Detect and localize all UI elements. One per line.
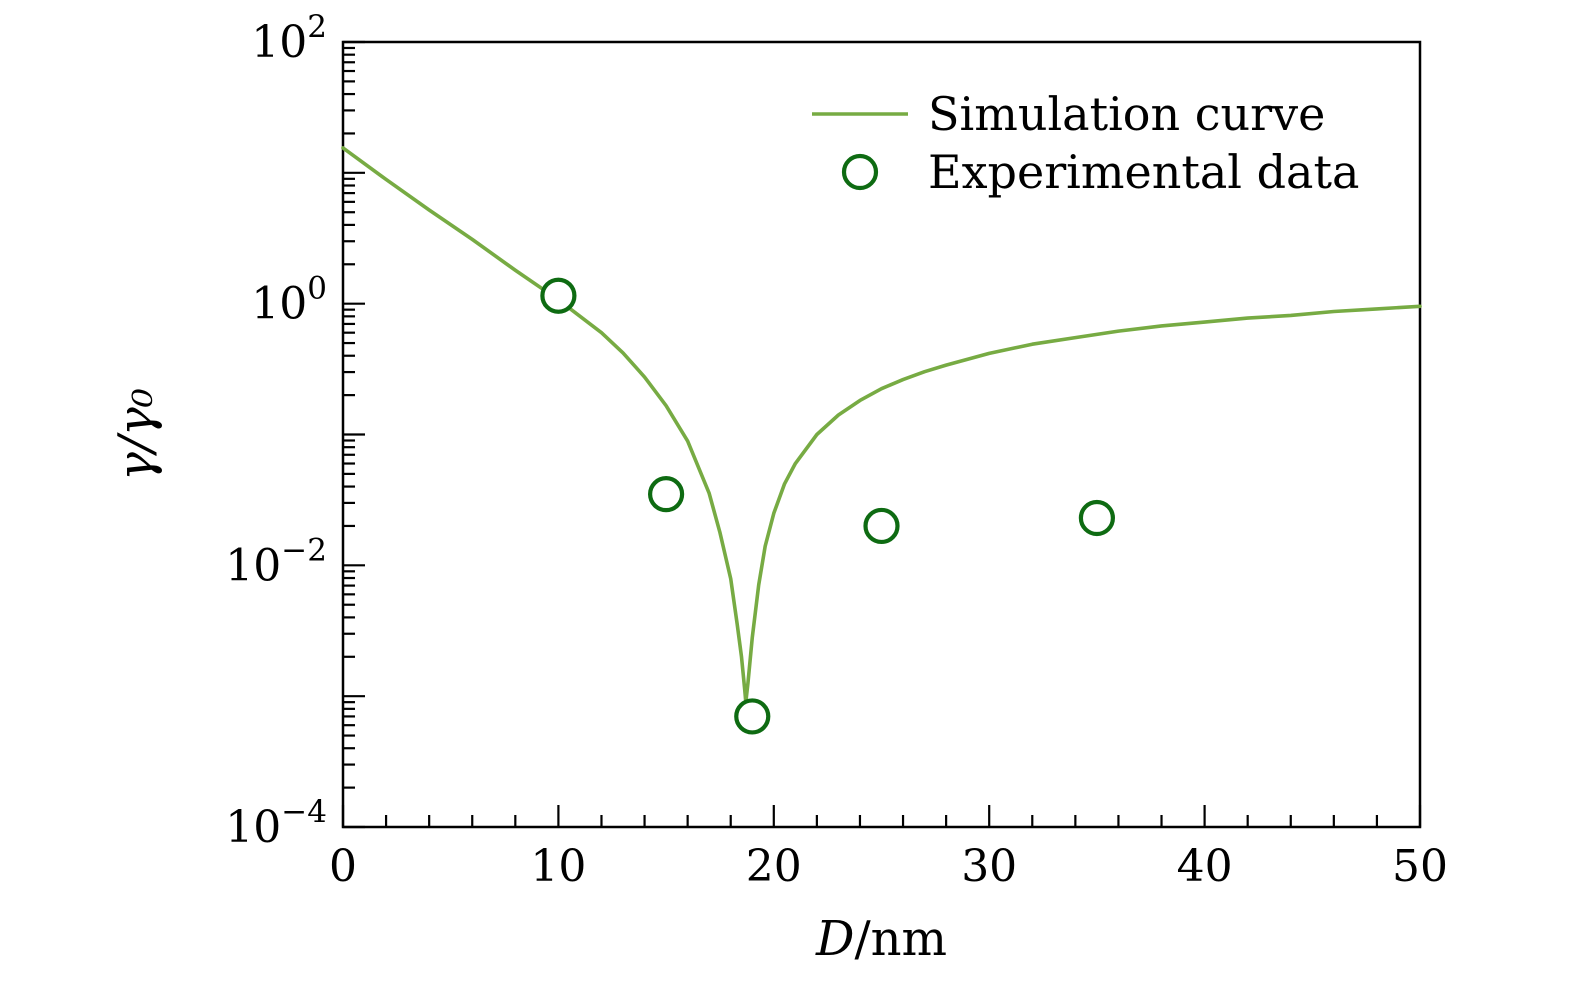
- svg-text:0: 0: [329, 841, 357, 892]
- svg-text:10: 10: [530, 841, 586, 892]
- data-point-marker: [647, 476, 685, 513]
- x-axis-tick-labels: 0 10 20 30 40 50: [329, 841, 1448, 892]
- svg-text:10−2: 10−2: [225, 532, 327, 591]
- svg-text:50: 50: [1392, 841, 1448, 892]
- svg-text:102: 102: [251, 9, 327, 68]
- x-axis-ticks: [341, 805, 1422, 827]
- svg-text:40: 40: [1177, 841, 1233, 892]
- x-axis-label: D/nm: [815, 911, 947, 967]
- svg-text:10−4: 10−4: [225, 794, 327, 853]
- experimental-data-points: [540, 277, 1116, 735]
- legend-label-simulation: Simulation curve: [928, 87, 1325, 141]
- legend-label-experimental: Experimental data: [928, 145, 1359, 199]
- data-point-marker: [1078, 499, 1116, 537]
- svg-text:100: 100: [251, 271, 327, 330]
- y-axis-ticks: [343, 40, 365, 829]
- data-point-marker: [734, 698, 771, 735]
- y-axis-tick-labels: 102 100 10−2 10−4: [225, 9, 327, 853]
- svg-text:20: 20: [746, 841, 802, 892]
- data-point-marker: [540, 277, 577, 314]
- y-axis-label: γ/γ₀: [108, 388, 164, 481]
- data-point-marker: [863, 507, 900, 545]
- svg-text:30: 30: [961, 841, 1017, 892]
- simulation-curve: [341, 146, 1422, 704]
- legend-circle-sample: [841, 153, 879, 191]
